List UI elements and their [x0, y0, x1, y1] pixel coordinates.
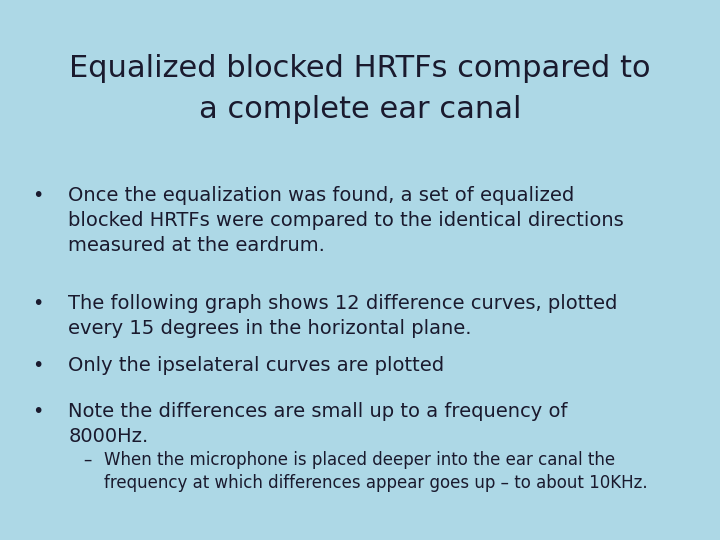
- Text: •: •: [32, 356, 44, 375]
- Text: When the microphone is placed deeper into the ear canal the
frequency at which d: When the microphone is placed deeper int…: [104, 451, 648, 492]
- Text: •: •: [32, 294, 44, 313]
- Text: Note the differences are small up to a frequency of
8000Hz.: Note the differences are small up to a f…: [68, 402, 568, 446]
- Text: Only the ipselateral curves are plotted: Only the ipselateral curves are plotted: [68, 356, 444, 375]
- Text: Equalized blocked HRTFs compared to
a complete ear canal: Equalized blocked HRTFs compared to a co…: [69, 54, 651, 124]
- Text: •: •: [32, 186, 44, 205]
- Text: Once the equalization was found, a set of equalized
blocked HRTFs were compared : Once the equalization was found, a set o…: [68, 186, 624, 255]
- Text: The following graph shows 12 difference curves, plotted
every 15 degrees in the : The following graph shows 12 difference …: [68, 294, 618, 338]
- Text: –: –: [83, 451, 91, 469]
- Text: •: •: [32, 402, 44, 421]
